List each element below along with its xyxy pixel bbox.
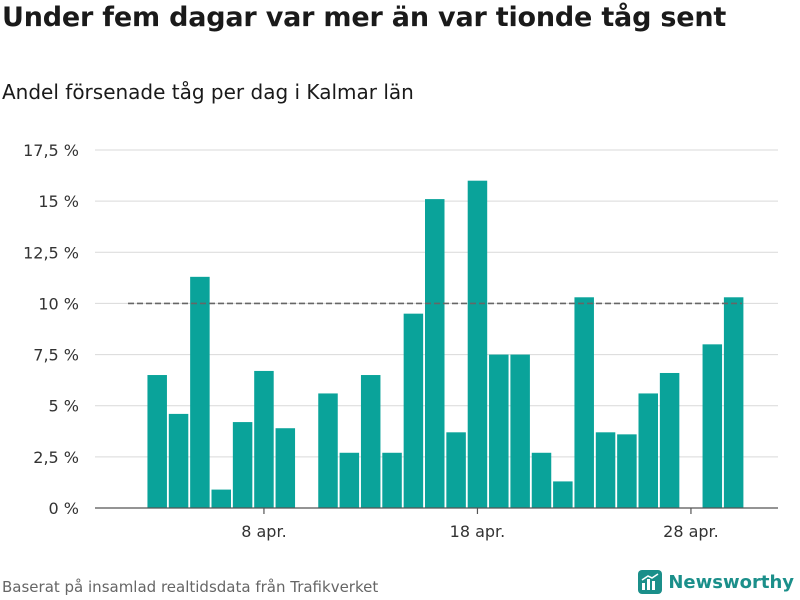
x-tick-label: 8 apr. [241, 522, 286, 541]
bar-2023-04-25 [617, 434, 637, 508]
x-tick-label: 28 apr. [663, 522, 719, 541]
y-tick-label: 10 % [38, 294, 79, 313]
bar-2023-04-15 [403, 313, 424, 508]
y-tick-label: 2,5 % [33, 448, 79, 467]
newsworthy-logo: Newsworthy [638, 570, 794, 594]
x-tick-label: 18 apr. [450, 522, 506, 541]
y-tick-label: 15 % [38, 192, 79, 211]
bar-2023-04-14 [382, 452, 402, 508]
y-tick-label: 12,5 % [23, 243, 79, 262]
y-tick-label: 17,5 % [23, 141, 79, 160]
bar-2023-04-16 [425, 199, 445, 508]
source-note: Baserat på insamlad realtidsdata från Tr… [2, 578, 379, 596]
y-axis-labels: 0 % 2,5 % 5 % 7,5 % 10 % 12,5 % 15 % 17,5 % [23, 141, 79, 518]
bar-2023-04-08 [254, 370, 274, 508]
bar-2023-04-29 [702, 344, 723, 508]
bar-2023-04-05 [190, 276, 210, 508]
bar-2023-04-04 [168, 413, 189, 508]
bar-chart: 0 % 2,5 % 5 % 7,5 % 10 % 12,5 % 15 % 17,5 % 8 a… [23, 141, 778, 541]
x-axis: 8 apr. 18 apr. 28 apr. [95, 507, 778, 541]
bar-2023-04-27 [659, 372, 680, 508]
bar-2023-04-17 [446, 432, 466, 508]
bar-2023-04-07 [232, 422, 253, 508]
bar-2023-04-11 [318, 393, 338, 508]
newsworthy-logo-icon [638, 570, 663, 594]
bar-2023-04-03 [147, 375, 167, 508]
newsworthy-logo-text: Newsworthy [668, 571, 794, 593]
bar-2023-04-24 [595, 432, 616, 508]
bar-2023-04-12 [339, 452, 360, 508]
y-tick-label: 7,5 % [33, 346, 79, 365]
bar-2023-04-30 [723, 297, 744, 508]
y-tick-label: 0 % [49, 499, 79, 518]
bar-2023-04-19 [489, 354, 509, 508]
bar-2023-04-23 [574, 297, 594, 508]
bar-2023-04-26 [638, 393, 658, 508]
bar-2023-04-21 [531, 452, 552, 508]
bars [147, 180, 744, 508]
chart-subtitle: Andel försenade tåg per dag i Kalmar län [2, 80, 414, 104]
bar-2023-04-06 [211, 489, 231, 508]
bar-2023-04-22 [553, 481, 573, 508]
bar-2023-04-13 [360, 375, 381, 508]
chart-title: Under fem dagar var mer än var tionde tå… [2, 2, 727, 33]
y-tick-label: 5 % [49, 397, 79, 416]
bar-2023-04-18 [467, 180, 488, 508]
bar-2023-04-09 [275, 428, 296, 508]
bar-2023-04-20 [510, 354, 530, 508]
